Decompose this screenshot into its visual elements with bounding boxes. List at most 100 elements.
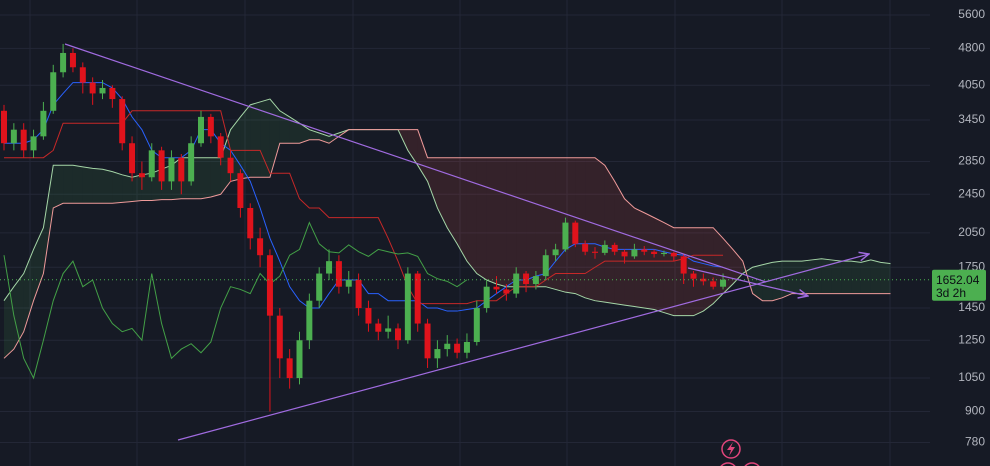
last-price-label: 1652.04 <box>936 273 980 287</box>
candle-body <box>473 308 480 342</box>
cloud-segment <box>506 157 517 287</box>
cloud-segment <box>673 227 684 316</box>
cloud-segment <box>102 169 113 204</box>
candle-body <box>10 129 17 144</box>
candle-body <box>168 157 175 182</box>
cloud-segment <box>535 157 546 287</box>
cloud-segment <box>437 157 448 228</box>
candle-body <box>129 143 136 174</box>
cloud-span <box>3 129 891 359</box>
candle-body <box>582 243 589 252</box>
candle-body <box>286 358 293 379</box>
cloud-segment <box>486 157 497 284</box>
cloud-segment <box>72 165 83 204</box>
candle-body <box>50 72 57 111</box>
cloud-segment <box>654 217 664 313</box>
candle-body <box>493 286 500 290</box>
cloud-segment <box>604 165 615 304</box>
candle-body <box>444 343 451 350</box>
cloud-segment <box>210 157 221 197</box>
cloud-segment <box>82 166 93 204</box>
candle-body <box>60 52 67 73</box>
candle-body <box>296 340 303 379</box>
cloud-segment <box>565 157 576 294</box>
candle-body <box>404 273 411 341</box>
candle-body <box>611 244 618 252</box>
cloud-segment <box>880 262 891 294</box>
price-axis: 7809001050125014501750205024502850345040… <box>932 7 986 449</box>
cloud-segment <box>663 222 674 316</box>
candle-body <box>257 238 264 256</box>
candle-body <box>1 110 7 144</box>
candle-body <box>207 116 214 137</box>
cloud-segment <box>634 207 645 309</box>
cloud-segment <box>92 168 103 204</box>
candle-body <box>463 341 470 353</box>
icon-ring <box>721 439 741 459</box>
y-tick-label: 1250 <box>958 332 985 346</box>
candle-body <box>660 252 667 255</box>
cloud-segment <box>772 261 783 301</box>
cloud-segment <box>752 264 763 301</box>
candle-body <box>326 261 333 274</box>
candle-body <box>710 281 717 287</box>
candle-body <box>237 173 244 208</box>
candle-body <box>601 244 608 253</box>
candle-body <box>552 249 559 256</box>
candle-body <box>641 249 648 252</box>
candle-body <box>109 87 116 100</box>
trend-line <box>64 43 767 283</box>
cloud-segment <box>841 261 852 294</box>
y-tick-label: 2450 <box>958 186 985 200</box>
candle-body <box>178 157 185 182</box>
cloud-segment <box>141 173 152 201</box>
cloud-segment <box>260 99 270 178</box>
last-price-box <box>932 269 986 301</box>
cloud-segment <box>112 171 123 204</box>
cloud-segment <box>33 227 44 301</box>
candle-body <box>690 273 697 279</box>
candle-body <box>414 273 421 324</box>
cloud-segment <box>782 261 792 298</box>
cloud-segment <box>53 165 64 208</box>
candle-body <box>680 256 687 274</box>
cloud-segment <box>407 129 418 166</box>
y-tick-label: 4800 <box>958 41 985 55</box>
cloud-segment <box>220 129 231 195</box>
candle-body <box>651 251 658 255</box>
y-tick-label: 4050 <box>958 77 985 91</box>
cloud-segment <box>427 157 438 208</box>
candle-body <box>148 150 155 178</box>
candle-body <box>542 255 549 277</box>
candle-body <box>69 52 76 68</box>
cloud-segment <box>289 116 300 144</box>
cloud-segment <box>595 157 605 303</box>
candle-body <box>631 249 638 257</box>
candle-body <box>99 87 106 94</box>
candle-body <box>395 328 401 341</box>
cloud-segment <box>624 198 635 307</box>
candle-body <box>532 276 539 284</box>
trend-line <box>687 267 808 296</box>
candle-body <box>89 82 96 94</box>
cloud-segment <box>851 261 861 294</box>
candle-body <box>198 116 204 144</box>
cloud-segment <box>516 157 527 287</box>
candle-body <box>266 255 273 316</box>
candle-body <box>355 280 362 309</box>
cloud-segment <box>732 249 743 284</box>
candle-body <box>424 323 431 359</box>
y-tick-label: 2850 <box>958 154 985 168</box>
candle-body <box>503 289 510 294</box>
icon-ring <box>720 462 736 466</box>
y-tick-label: 5600 <box>958 7 985 21</box>
alert-icon[interactable] <box>719 439 761 466</box>
candle-body <box>621 251 628 257</box>
cloud-segment <box>447 157 458 244</box>
cloud-segment <box>496 157 507 287</box>
y-tick-label: 780 <box>965 435 985 449</box>
candle-body <box>700 278 707 282</box>
candle-layer <box>0 43 930 412</box>
